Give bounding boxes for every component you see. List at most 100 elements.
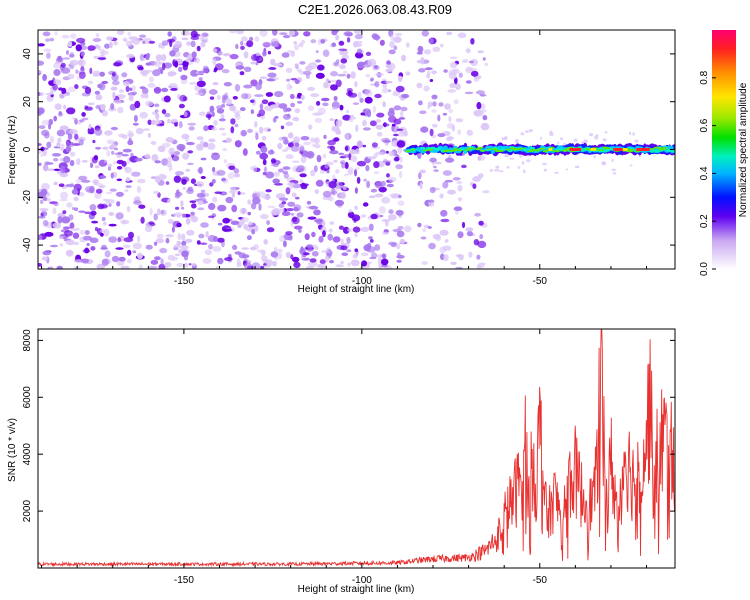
noise-speckle bbox=[173, 44, 182, 49]
noise-speckle bbox=[476, 254, 481, 260]
snr-frame bbox=[37, 328, 676, 569]
noise-speckle bbox=[67, 40, 73, 48]
noise-speckle bbox=[118, 256, 126, 262]
noise-speckle bbox=[434, 161, 442, 165]
noise-speckle bbox=[262, 51, 267, 57]
noise-speckle bbox=[49, 265, 54, 269]
noise-speckle bbox=[335, 34, 340, 41]
noise-speckle bbox=[473, 77, 480, 82]
signal-band-segment bbox=[561, 149, 569, 152]
noise-speckle bbox=[381, 196, 391, 204]
noise-speckle bbox=[84, 230, 90, 235]
noise-speckle bbox=[173, 151, 180, 156]
noise-speckle bbox=[156, 233, 164, 239]
noise-speckle bbox=[161, 40, 169, 46]
signal-band-segment bbox=[476, 146, 484, 149]
noise-speckle bbox=[258, 79, 263, 85]
noise-speckle bbox=[476, 264, 482, 269]
noise-speckle bbox=[148, 221, 155, 225]
noise-speckle bbox=[148, 265, 158, 269]
noise-speckle bbox=[364, 113, 369, 117]
noise-speckle bbox=[151, 119, 156, 125]
noise-speckle bbox=[145, 244, 153, 250]
noise-speckle bbox=[589, 133, 594, 137]
noise-speckle bbox=[169, 50, 176, 57]
noise-speckle bbox=[190, 178, 196, 184]
noise-speckle bbox=[241, 247, 250, 250]
noise-speckle bbox=[227, 253, 232, 260]
noise-speckle bbox=[142, 87, 149, 95]
noise-speckle bbox=[230, 118, 236, 125]
noise-speckle bbox=[273, 63, 282, 67]
noise-speckle bbox=[213, 120, 218, 126]
noise-speckle bbox=[108, 203, 112, 207]
noise-speckle bbox=[57, 212, 66, 218]
snr-y-tick-label: 2000 bbox=[22, 500, 33, 523]
noise-speckle bbox=[386, 173, 390, 178]
noise-speckle bbox=[38, 60, 45, 66]
snr-panel: -150 -100 -50 2000 4000 6000 8000 Height of st… bbox=[7, 328, 676, 595]
noise-speckle bbox=[89, 204, 97, 211]
noise-speckle bbox=[328, 228, 333, 233]
noise-speckle bbox=[154, 256, 161, 261]
noise-speckle bbox=[56, 142, 61, 148]
noise-speckle bbox=[231, 204, 238, 213]
noise-speckle bbox=[363, 244, 372, 252]
noise-speckle bbox=[252, 165, 258, 173]
noise-speckle bbox=[196, 192, 206, 198]
noise-speckle bbox=[378, 263, 383, 269]
noise-speckle bbox=[364, 89, 373, 97]
noise-speckle bbox=[360, 214, 367, 218]
noise-speckle bbox=[154, 241, 158, 246]
noise-speckle bbox=[200, 222, 209, 228]
noise-speckle bbox=[139, 34, 147, 38]
noise-speckle bbox=[297, 100, 303, 104]
noise-speckle bbox=[595, 134, 599, 137]
signal-band-segment bbox=[466, 147, 475, 150]
noise-speckle bbox=[322, 49, 330, 57]
noise-speckle bbox=[181, 30, 190, 36]
noise-speckle bbox=[329, 150, 339, 155]
noise-speckle bbox=[322, 102, 329, 107]
noise-speckle bbox=[73, 196, 79, 202]
signal-band-segment bbox=[596, 149, 604, 151]
noise-speckle bbox=[182, 187, 186, 190]
noise-speckle bbox=[332, 236, 341, 243]
noise-speckle bbox=[477, 240, 487, 249]
noise-speckle bbox=[298, 42, 304, 48]
noise-speckle bbox=[196, 136, 204, 141]
noise-speckle bbox=[329, 80, 337, 83]
noise-speckle bbox=[67, 86, 77, 93]
spectrogram-y-tick-label: 40 bbox=[22, 48, 33, 60]
noise-speckle bbox=[270, 209, 278, 216]
noise-speckle bbox=[419, 181, 423, 190]
noise-speckle bbox=[46, 52, 51, 59]
noise-speckle bbox=[348, 92, 358, 98]
noise-speckle bbox=[446, 31, 453, 36]
noise-speckle bbox=[270, 104, 280, 109]
noise-speckle bbox=[417, 222, 422, 228]
noise-speckle bbox=[374, 193, 384, 198]
noise-speckle bbox=[58, 111, 62, 116]
noise-speckle bbox=[482, 115, 488, 121]
noise-speckle bbox=[155, 112, 160, 120]
noise-speckle bbox=[369, 239, 374, 243]
noise-speckle bbox=[342, 186, 347, 191]
noise-speckle bbox=[353, 42, 363, 48]
noise-speckle bbox=[281, 211, 291, 217]
noise-speckle bbox=[157, 43, 164, 49]
noise-speckle bbox=[200, 157, 207, 161]
noise-speckle bbox=[279, 32, 288, 35]
noise-speckle bbox=[90, 246, 96, 251]
noise-speckle bbox=[247, 128, 253, 133]
noise-speckle bbox=[174, 60, 179, 68]
noise-speckle bbox=[167, 219, 174, 224]
noise-speckle bbox=[314, 189, 319, 195]
noise-speckle bbox=[270, 58, 276, 66]
noise-speckle bbox=[322, 220, 326, 228]
noise-speckle bbox=[489, 168, 493, 172]
signal-band-peak bbox=[569, 148, 582, 151]
noise-speckle bbox=[267, 128, 271, 132]
noise-speckle bbox=[97, 227, 103, 235]
signal-band-segment bbox=[490, 148, 495, 154]
